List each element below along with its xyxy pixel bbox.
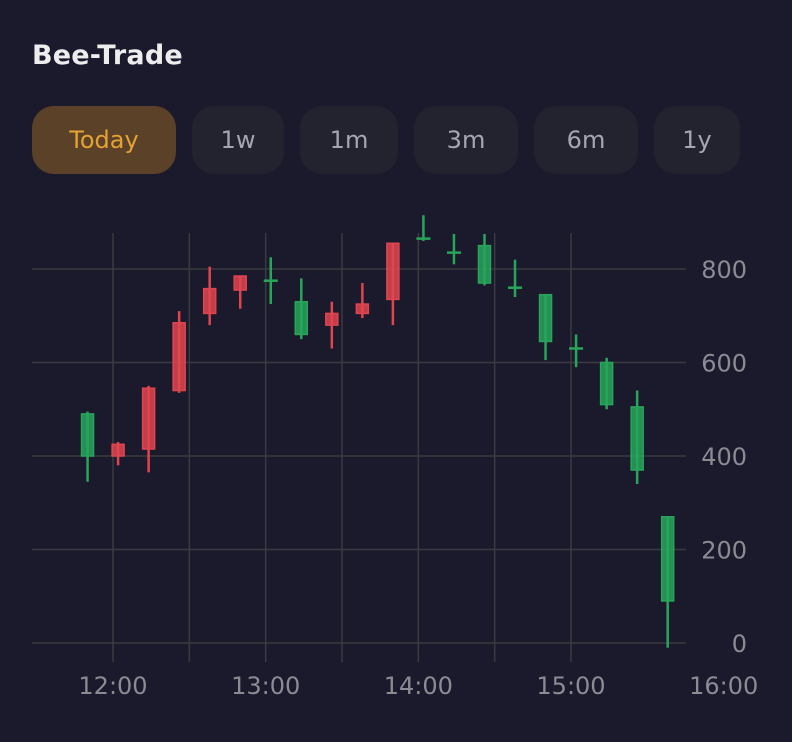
candle-body bbox=[294, 300, 309, 336]
candle-body bbox=[599, 361, 614, 406]
candle-body bbox=[538, 293, 553, 343]
candle[interactable] bbox=[263, 257, 278, 305]
candle-body bbox=[233, 275, 247, 291]
candle-body bbox=[386, 242, 400, 301]
tab-today[interactable]: Today bbox=[32, 106, 176, 174]
x-tick-label: 15:00 bbox=[536, 672, 605, 700]
candle[interactable] bbox=[538, 293, 553, 361]
candle[interactable] bbox=[599, 357, 614, 410]
y-tick-label: 200 bbox=[701, 537, 747, 565]
candle[interactable] bbox=[325, 301, 339, 349]
y-tick-label: 0 bbox=[732, 630, 747, 658]
x-tick-label: 12:00 bbox=[78, 672, 147, 700]
candle-body bbox=[80, 413, 95, 457]
candle[interactable] bbox=[416, 215, 431, 241]
y-tick-label: 800 bbox=[701, 256, 747, 284]
candle-body bbox=[111, 443, 125, 457]
candle[interactable] bbox=[569, 334, 584, 368]
candle[interactable] bbox=[172, 311, 186, 393]
tab-3m[interactable]: 3m bbox=[414, 106, 518, 174]
candle[interactable] bbox=[660, 516, 675, 648]
x-tick-label: 13:00 bbox=[231, 672, 300, 700]
tab-1m[interactable]: 1m bbox=[300, 106, 398, 174]
candle-body bbox=[202, 287, 217, 315]
candle-body bbox=[630, 406, 644, 471]
candle[interactable] bbox=[111, 441, 125, 466]
candle[interactable] bbox=[141, 385, 156, 473]
candle[interactable] bbox=[355, 283, 370, 319]
candle-body bbox=[141, 387, 156, 450]
candle[interactable] bbox=[446, 233, 461, 265]
x-tick-label: 16:00 bbox=[689, 672, 758, 700]
tab-6m[interactable]: 6m bbox=[534, 106, 638, 174]
tab-1y[interactable]: 1y bbox=[654, 106, 740, 174]
candle[interactable] bbox=[630, 390, 644, 485]
app-title: Bee-Trade bbox=[32, 40, 183, 71]
chart-candles bbox=[80, 215, 675, 648]
tab-1w[interactable]: 1w bbox=[192, 106, 284, 174]
y-tick-label: 600 bbox=[701, 350, 747, 378]
chart-tick-labels: 0 200 400 600 800 12:00 13:00 14:00 15:00 16:00 bbox=[78, 256, 758, 700]
candle-body bbox=[355, 303, 370, 315]
candle[interactable] bbox=[80, 411, 95, 482]
candle[interactable] bbox=[508, 259, 523, 298]
candle[interactable] bbox=[477, 233, 492, 286]
candle-body bbox=[172, 322, 186, 392]
candle-body bbox=[660, 516, 675, 602]
chart-grid bbox=[32, 233, 686, 662]
candle-body bbox=[325, 312, 339, 326]
x-tick-label: 14:00 bbox=[384, 672, 453, 700]
candle[interactable] bbox=[294, 278, 309, 340]
candle-body bbox=[477, 244, 492, 284]
candle[interactable] bbox=[386, 242, 400, 326]
candle[interactable] bbox=[202, 266, 217, 326]
y-tick-label: 400 bbox=[701, 443, 747, 471]
candle[interactable] bbox=[233, 275, 247, 309]
